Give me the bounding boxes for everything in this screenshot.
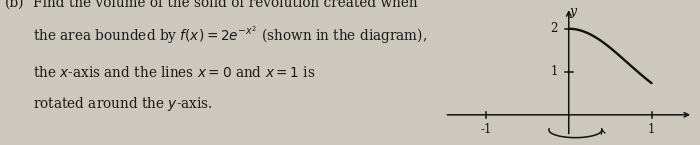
Text: 1: 1: [648, 123, 655, 136]
Text: (b): (b): [4, 0, 24, 10]
Text: -1: -1: [480, 123, 491, 136]
Text: the $x$-axis and the lines $x = 0$ and $x = 1$ is: the $x$-axis and the lines $x = 0$ and $…: [33, 65, 316, 80]
Text: y: y: [569, 5, 577, 18]
Text: the area bounded by $f(x) = 2e^{-x^2}$ (shown in the diagram),: the area bounded by $f(x) = 2e^{-x^2}$ (…: [33, 25, 427, 46]
Text: rotated around the $y$-axis.: rotated around the $y$-axis.: [33, 95, 213, 113]
Text: Find the volume of the solid of revolution created when: Find the volume of the solid of revoluti…: [33, 0, 418, 10]
Text: 1: 1: [551, 65, 558, 78]
Text: 2: 2: [551, 22, 558, 35]
